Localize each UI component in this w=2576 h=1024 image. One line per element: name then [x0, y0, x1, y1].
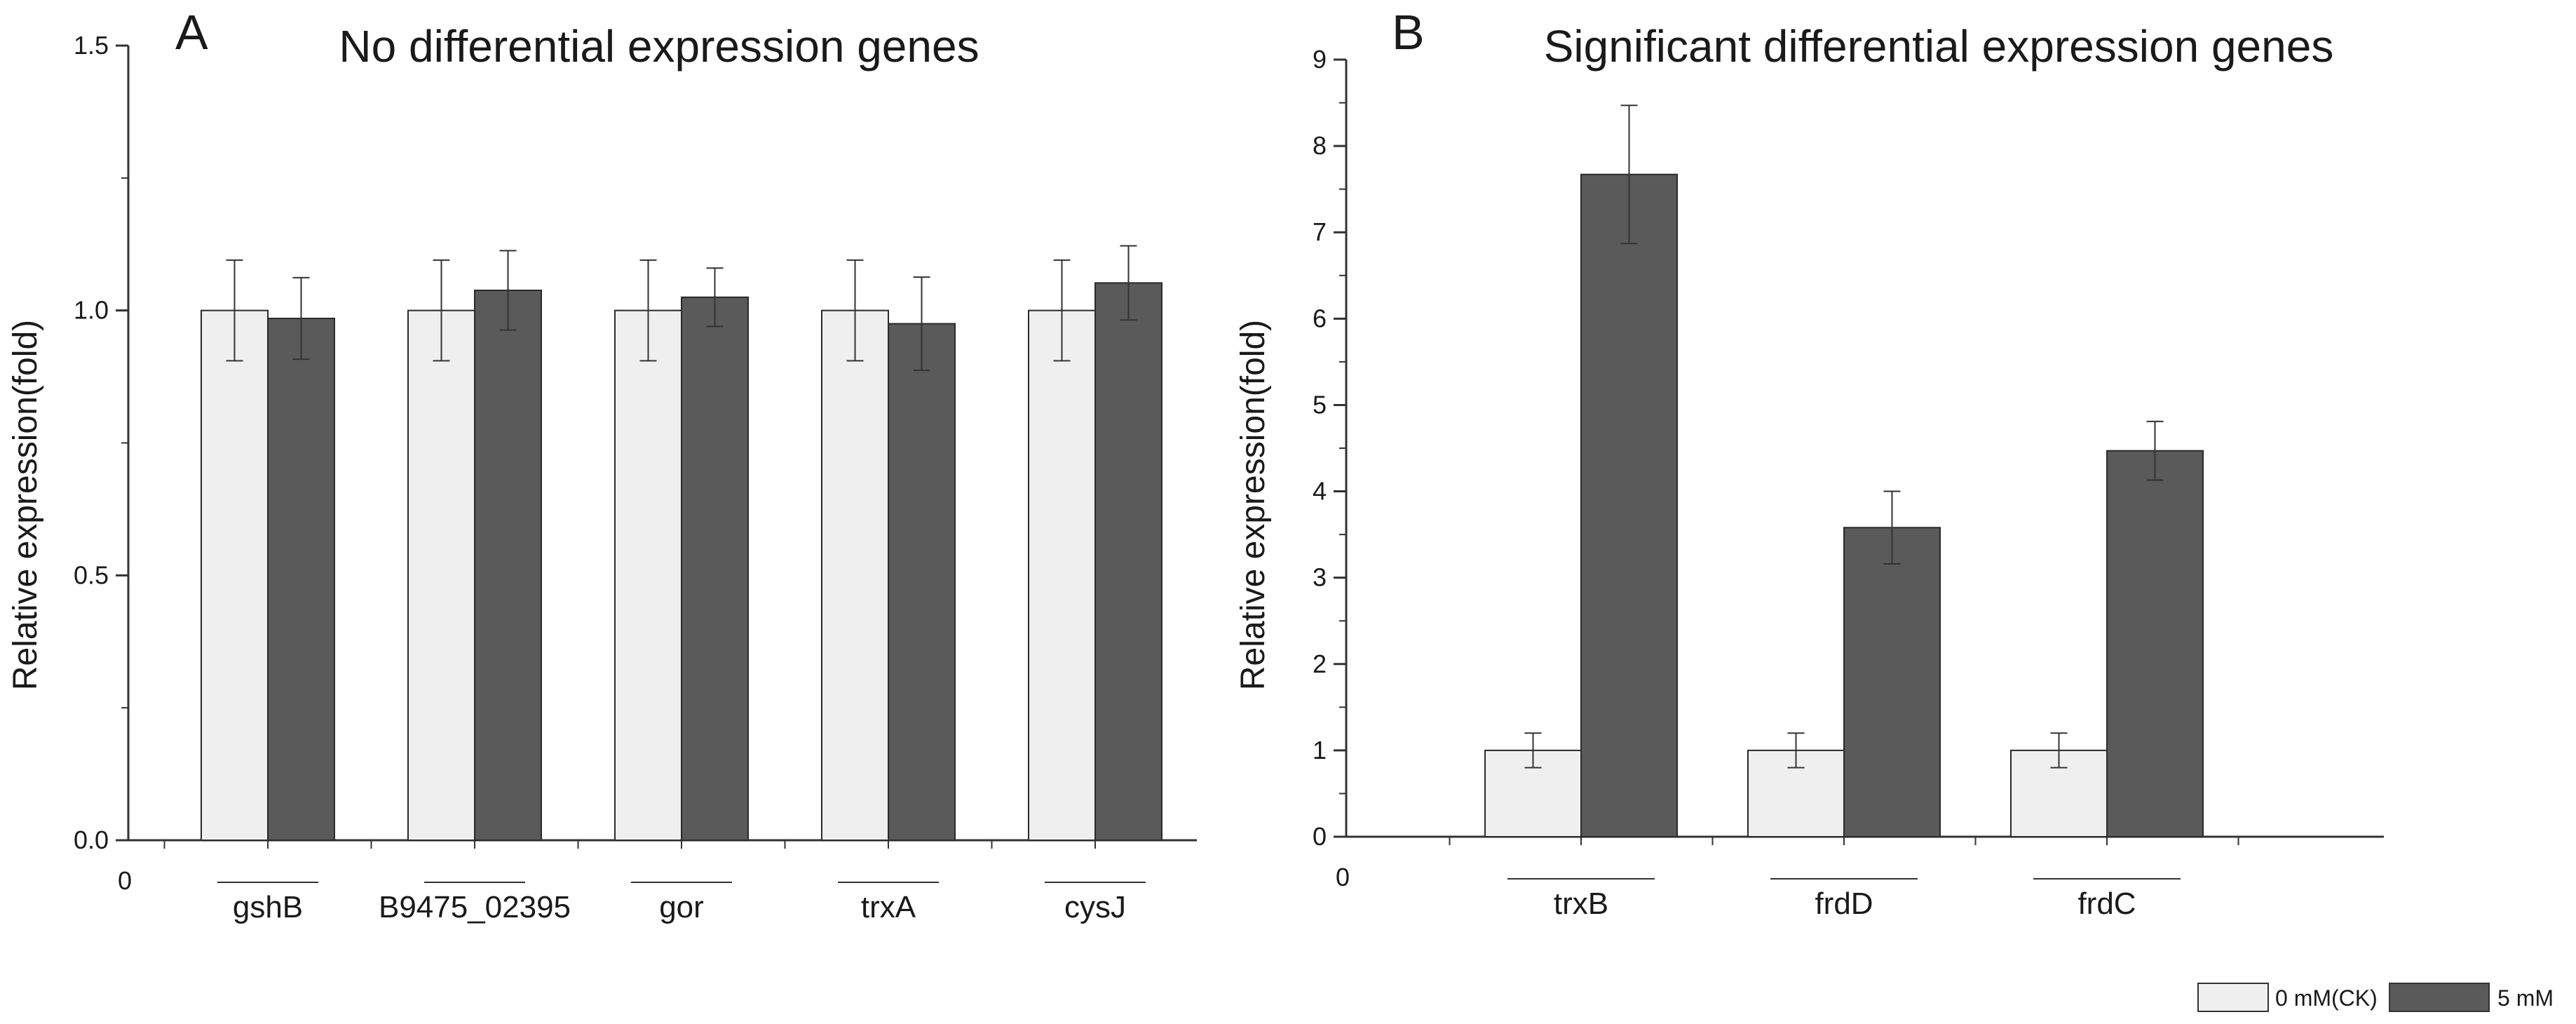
panel-a-y-axis-label: Relative expression(fold): [7, 320, 44, 690]
bar: [267, 317, 335, 842]
y-tick-label: 7: [1313, 217, 1327, 246]
bar: [681, 296, 749, 841]
category-label: frdC: [2077, 887, 2136, 921]
panel-b-origin-label: 0: [1336, 863, 1350, 891]
legend-label-treatment: 5 mM: [2497, 985, 2554, 1011]
bar: [821, 309, 889, 841]
bar: [1094, 282, 1162, 841]
bar: [474, 289, 542, 841]
panel-a-plot: 0.0 0.5 1.0 1.5 gshB B9475_02395 gor trxA cysJ: [74, 31, 1197, 924]
y-tick-label: 0.0: [74, 826, 109, 854]
bar: [888, 323, 956, 841]
panel-a-letter: A: [175, 5, 208, 60]
legend-swatch-treatment: [2389, 983, 2490, 1012]
panel-a-origin-label: 0: [118, 866, 132, 895]
y-tick-label: 1.5: [74, 31, 109, 60]
category-label: gor: [659, 890, 704, 924]
panel-a-title: No differential expression genes: [339, 21, 979, 72]
y-tick-label: 6: [1313, 304, 1327, 332]
y-tick-label: 3: [1313, 563, 1327, 592]
panel-b-y-axis-label: Relative expression(fold): [1235, 320, 1272, 690]
bar: [407, 309, 475, 841]
legend-label-control: 0 mM(CK): [2275, 985, 2378, 1011]
bar: [201, 309, 269, 841]
panel-a: A No differential expression genes Relat…: [7, 5, 1197, 924]
panel-b-plot: 0 1 2 3 4 5 6 7 8 9 trxB frdD frdC: [1313, 45, 2384, 921]
category-label: gshB: [233, 890, 303, 924]
y-tick-label: 5: [1313, 390, 1327, 419]
category-label: trxB: [1554, 887, 1608, 921]
category-label: cysJ: [1064, 890, 1126, 924]
bar: [1580, 173, 1678, 837]
category-label: B9475_02395: [379, 890, 571, 924]
legend: 0 mM(CK) 5 mM: [2197, 983, 2554, 1012]
panel-b: B Significant differential expression ge…: [1235, 5, 2384, 921]
panel-b-letter: B: [1392, 5, 1425, 60]
y-tick-label: 8: [1313, 131, 1327, 160]
y-tick-label: 9: [1313, 45, 1327, 74]
bar: [1028, 309, 1096, 841]
y-tick-label: 0: [1313, 822, 1327, 851]
y-tick-label: 0.5: [74, 560, 109, 589]
y-tick-label: 4: [1313, 477, 1327, 506]
y-tick-label: 2: [1313, 649, 1327, 678]
y-tick-label: 1: [1313, 736, 1327, 764]
y-tick-label: 1.0: [74, 296, 109, 325]
bar: [2106, 450, 2204, 837]
panel-b-title: Significant differential expression gene…: [1544, 21, 2334, 72]
category-label: trxA: [861, 890, 916, 924]
category-label: frdD: [1815, 887, 1873, 921]
legend-swatch-control: [2197, 983, 2269, 1012]
bar: [614, 309, 682, 841]
bar: [1843, 527, 1941, 837]
